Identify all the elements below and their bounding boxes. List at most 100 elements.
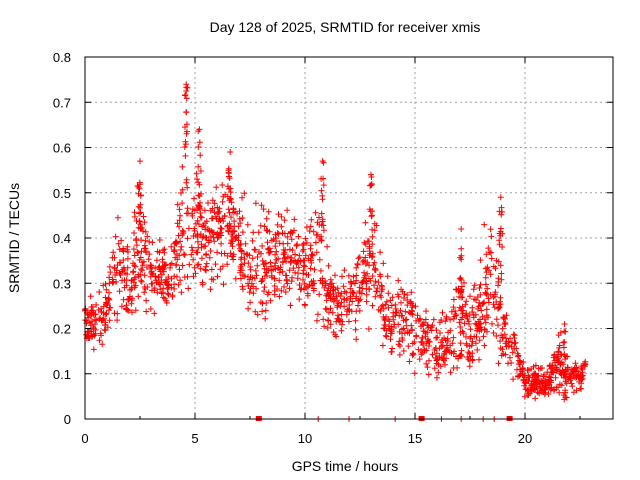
data-point xyxy=(360,248,367,255)
data-point xyxy=(239,229,246,236)
data-point xyxy=(447,369,454,376)
data-point xyxy=(275,231,282,237)
data-point xyxy=(196,126,203,133)
data-point xyxy=(458,294,465,301)
data-point xyxy=(409,311,416,318)
data-point xyxy=(221,250,228,257)
data-point xyxy=(206,254,213,261)
data-point xyxy=(418,351,425,358)
data-point xyxy=(316,256,323,263)
data-point xyxy=(484,328,490,335)
data-point xyxy=(106,289,112,296)
data-point xyxy=(326,309,332,316)
data-point xyxy=(514,366,520,373)
data-point xyxy=(142,237,149,244)
data-point xyxy=(91,332,98,339)
data-point xyxy=(497,262,504,269)
data-point xyxy=(467,326,474,333)
data-point xyxy=(397,307,404,314)
data-point xyxy=(483,312,490,319)
data-point xyxy=(131,262,138,269)
data-point xyxy=(439,342,446,349)
data-point xyxy=(193,170,200,177)
data-point xyxy=(200,233,207,240)
data-point xyxy=(172,262,179,269)
data-point xyxy=(267,297,274,304)
data-point xyxy=(103,310,110,317)
data-point xyxy=(161,295,168,302)
data-point xyxy=(489,320,495,327)
data-point xyxy=(128,300,135,307)
data-point xyxy=(111,265,118,272)
data-point xyxy=(568,366,575,373)
data-point xyxy=(280,251,287,258)
data-point xyxy=(128,286,135,292)
data-point xyxy=(309,252,316,259)
data-point xyxy=(101,326,108,333)
data-point xyxy=(293,260,300,267)
data-point xyxy=(362,219,369,226)
data-point xyxy=(319,158,326,165)
data-point xyxy=(490,330,497,336)
data-point xyxy=(458,226,465,232)
data-point xyxy=(573,387,580,394)
data-point xyxy=(497,225,504,232)
data-point xyxy=(310,285,317,292)
data-point xyxy=(202,226,209,233)
data-point xyxy=(278,223,285,230)
data-point xyxy=(390,309,397,316)
data-point xyxy=(395,277,402,284)
data-point xyxy=(389,345,396,352)
data-point xyxy=(189,212,196,219)
data-point xyxy=(360,257,367,264)
data-point xyxy=(353,336,360,343)
data-point xyxy=(114,262,121,269)
data-point xyxy=(106,274,113,281)
data-point xyxy=(177,246,184,253)
data-point xyxy=(183,81,190,88)
data-point xyxy=(226,197,233,204)
data-point xyxy=(457,340,464,347)
data-point xyxy=(129,295,136,302)
data-point xyxy=(307,245,314,252)
data-point xyxy=(499,325,506,332)
data-point xyxy=(207,248,214,254)
data-point xyxy=(143,308,150,315)
data-point xyxy=(196,192,203,199)
y-tick-label: 0 xyxy=(64,412,71,427)
data-point xyxy=(561,339,568,345)
data-point xyxy=(213,231,220,238)
data-point xyxy=(276,293,283,300)
data-point xyxy=(137,225,144,232)
data-point xyxy=(497,338,504,345)
data-point xyxy=(520,372,527,379)
data-point xyxy=(387,297,394,304)
data-point xyxy=(144,233,151,240)
data-point xyxy=(404,329,411,336)
data-point xyxy=(158,290,165,297)
data-point xyxy=(236,215,243,222)
data-point xyxy=(552,359,558,366)
data-point xyxy=(87,293,94,300)
data-point xyxy=(493,333,500,339)
data-point xyxy=(181,274,188,281)
data-point xyxy=(419,334,426,341)
data-point xyxy=(540,373,547,380)
data-point xyxy=(339,273,345,280)
data-point xyxy=(425,371,432,378)
data-point xyxy=(386,318,393,325)
data-point xyxy=(241,190,248,197)
data-point xyxy=(183,109,190,116)
data-point xyxy=(337,303,344,310)
data-point xyxy=(488,249,494,256)
data-point xyxy=(284,280,291,287)
data-point xyxy=(185,285,192,292)
data-point xyxy=(545,391,552,397)
data-point xyxy=(205,200,211,206)
data-point xyxy=(450,296,457,303)
data-point xyxy=(418,338,425,345)
data-point xyxy=(531,385,538,392)
data-point xyxy=(552,364,559,371)
data-point xyxy=(199,281,206,288)
